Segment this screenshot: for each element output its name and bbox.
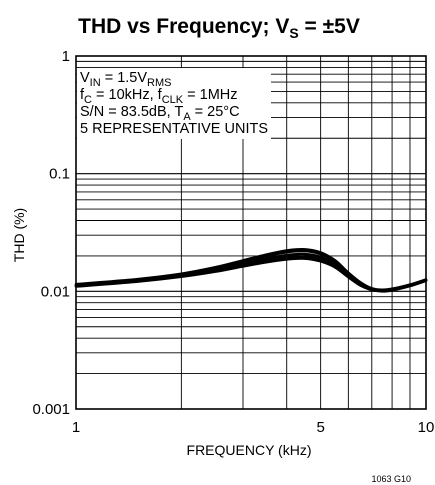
annotation-text: = 1MHz xyxy=(183,87,237,103)
annotation-line-1: VIN = 1.5VRMS xyxy=(80,70,171,89)
annotation-subscript: CLK xyxy=(162,94,184,106)
annotation-text: = 10kHz, f xyxy=(92,87,163,103)
annotation-text: S/N = 83.5dB, T xyxy=(80,104,183,120)
annotation-line-3: S/N = 83.5dB, TA = 25°C xyxy=(80,104,240,123)
y-tick-label: 0.1 xyxy=(49,166,70,183)
annotation-text: f xyxy=(80,87,85,103)
annotation-subscript: A xyxy=(183,111,191,123)
y-tick-label: 0.001 xyxy=(32,401,70,418)
plot-frame xyxy=(75,55,427,410)
annotation-background xyxy=(77,68,271,139)
annotation-text: 5 REPRESENTATIVE UNITS xyxy=(80,121,268,137)
annotation-subscript: IN xyxy=(90,77,101,89)
y-axis-label: THD (%) xyxy=(11,208,27,262)
y-tick-labels: 1 0.1 0.01 0.001 xyxy=(32,48,70,418)
grid xyxy=(76,56,426,409)
annotation-text: = 25°C xyxy=(191,104,240,120)
x-tick-label: 5 xyxy=(316,419,324,436)
series-group xyxy=(74,248,428,293)
chart-title: THD vs Frequency; VS = ±5V xyxy=(78,15,360,41)
annotation-line-4: 5 REPRESENTATIVE UNITS xyxy=(80,121,268,137)
y-tick-label: 1 xyxy=(62,48,70,65)
chart-title-sub: S xyxy=(289,25,298,41)
chart-title-tail: = ±5V xyxy=(299,15,360,38)
series-line-5 xyxy=(74,257,428,293)
x-tick-labels: 1 5 10 xyxy=(72,419,435,436)
annotation-text: = 1.5V xyxy=(101,70,148,86)
x-tick-label: 1 xyxy=(72,419,80,436)
series-line-2 xyxy=(74,249,428,292)
annotation-text: V xyxy=(80,70,90,86)
figure-code: 1063 G10 xyxy=(371,474,411,484)
annotation-subscript: RMS xyxy=(147,77,171,89)
x-tick-label: 10 xyxy=(418,419,435,436)
chart-title-main: THD vs Frequency; V xyxy=(78,15,289,38)
annotation-line-2: fC = 10kHz, fCLK = 1MHz xyxy=(80,87,238,106)
x-axis-label: FREQUENCY (kHz) xyxy=(187,442,312,458)
annotation-subscript: C xyxy=(84,94,92,106)
y-tick-label: 0.01 xyxy=(41,283,70,300)
series-line-1 xyxy=(74,248,428,292)
